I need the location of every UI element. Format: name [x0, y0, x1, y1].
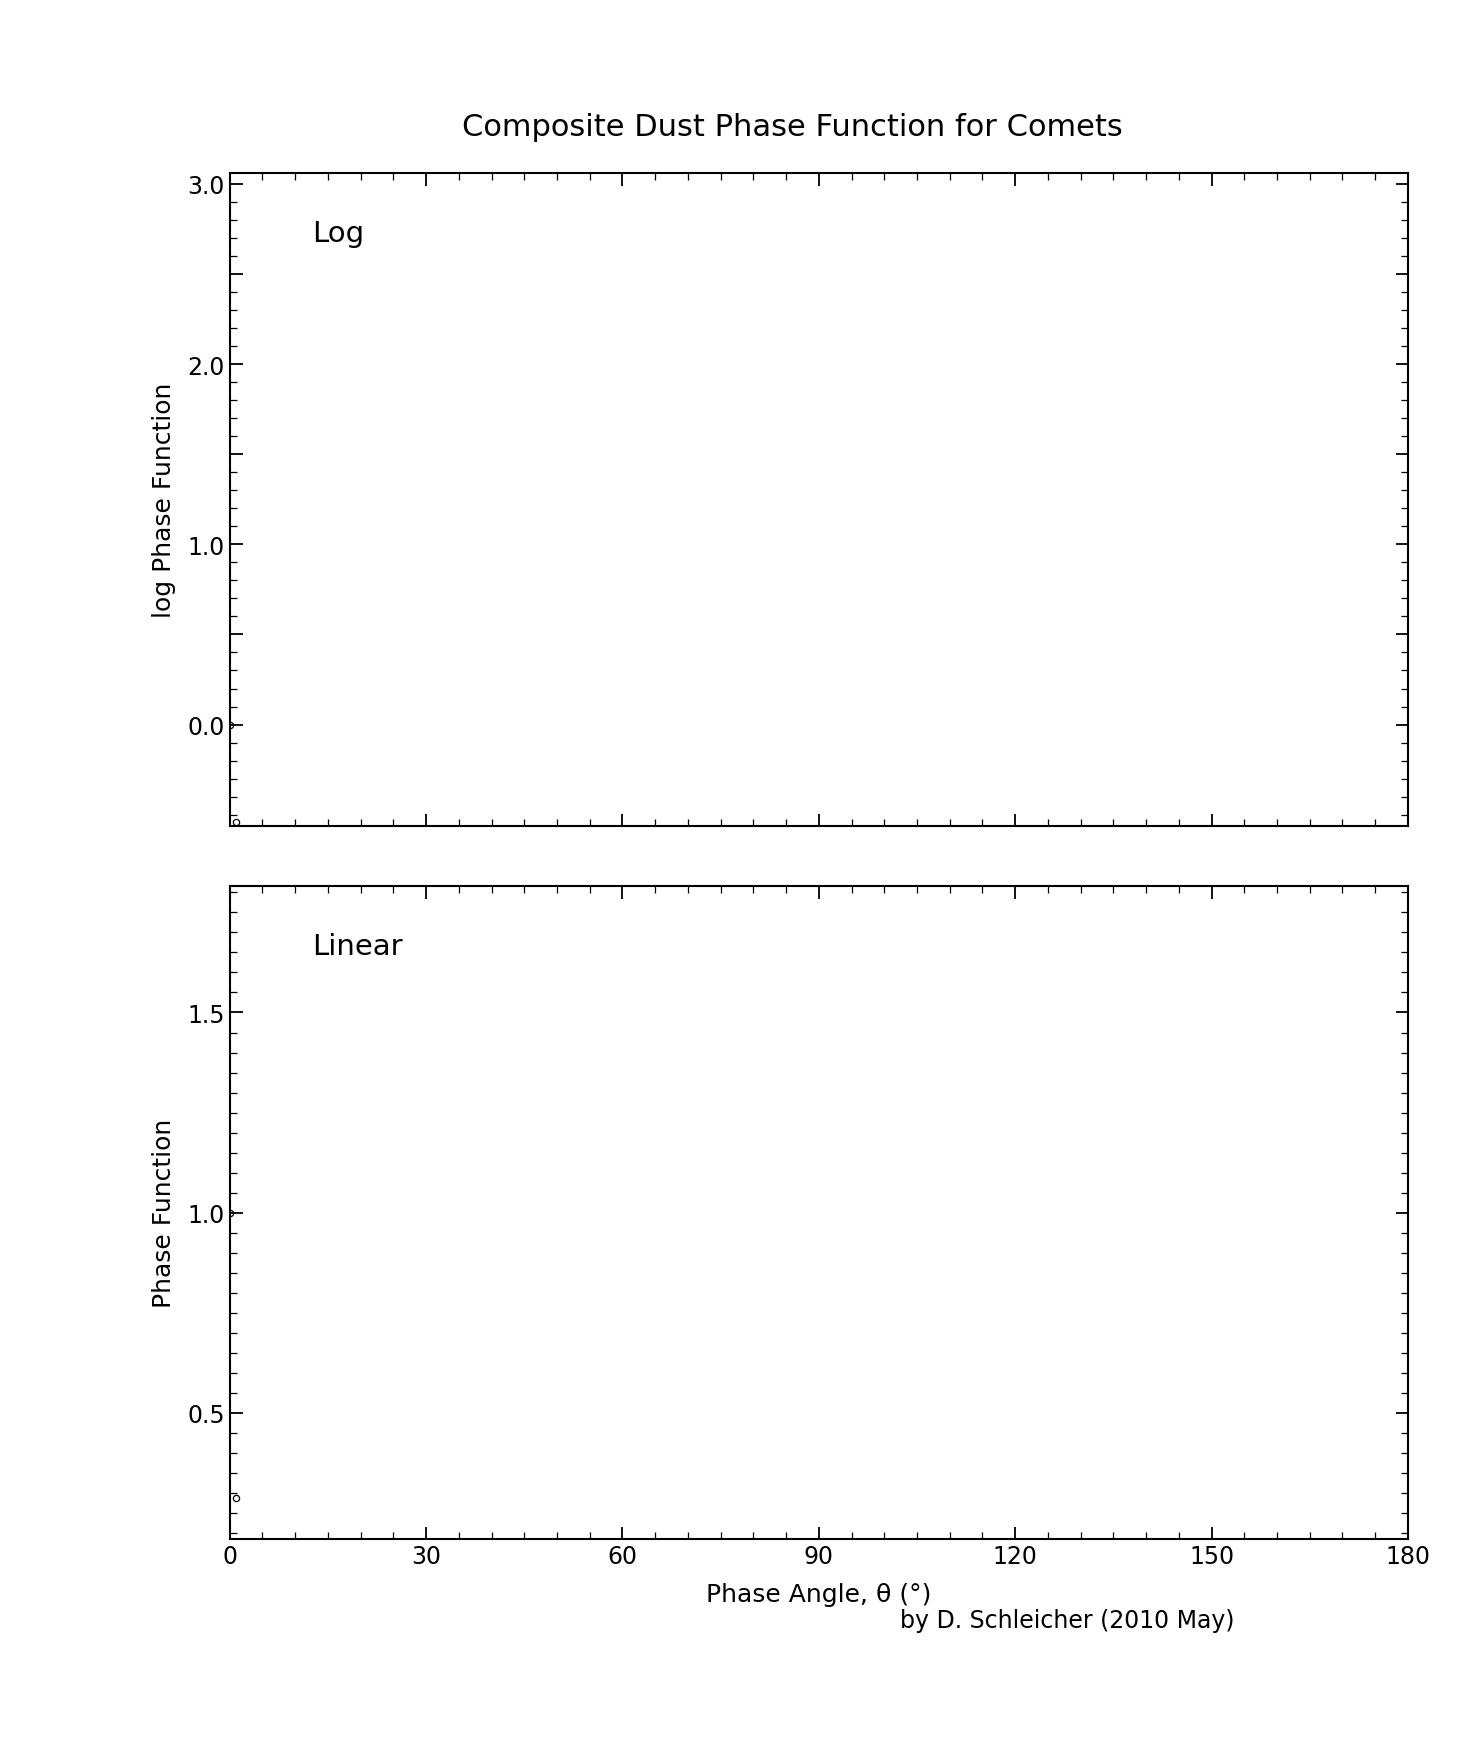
X-axis label: Phase Angle, θ (°): Phase Angle, θ (°)	[705, 1582, 932, 1605]
Y-axis label: log Phase Function: log Phase Function	[153, 383, 176, 617]
Text: Composite Dust Phase Function for Comets: Composite Dust Phase Function for Comets	[462, 113, 1123, 143]
Text: Log: Log	[313, 219, 365, 247]
Text: Linear: Linear	[313, 932, 403, 960]
Y-axis label: Phase Function: Phase Function	[153, 1118, 176, 1308]
Text: by D. Schleicher (2010 May): by D. Schleicher (2010 May)	[900, 1609, 1235, 1633]
